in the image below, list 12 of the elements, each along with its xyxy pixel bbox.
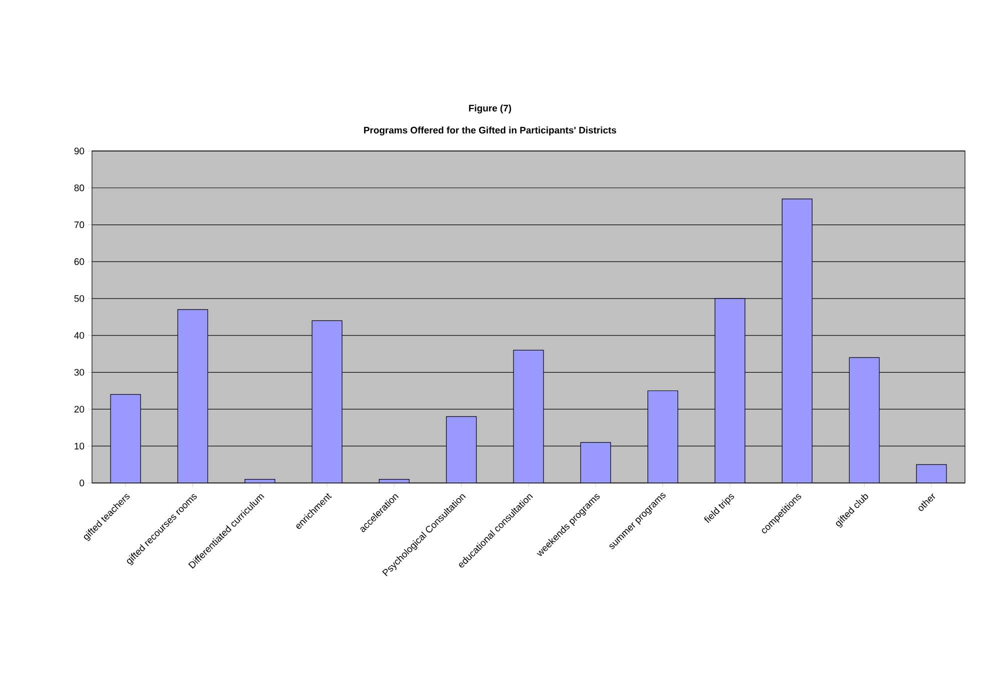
chart-subtitle: Programs Offered for the Gifted in Participants' Districts xyxy=(364,126,616,136)
y-tick-label: 60 xyxy=(74,258,84,266)
y-tick-label: 80 xyxy=(74,184,84,192)
chart-title: Figure (7) xyxy=(469,104,512,114)
y-tick-label: 10 xyxy=(74,442,84,450)
y-tick-label: 50 xyxy=(74,295,84,302)
y-tick-label: 40 xyxy=(74,332,84,339)
y-tick-label: 30 xyxy=(74,368,84,376)
y-tick-label: 70 xyxy=(74,221,84,228)
y-tick-label: 20 xyxy=(74,406,84,413)
y-tick-label: 90 xyxy=(74,148,84,154)
y-tick-label: 0 xyxy=(80,480,84,486)
